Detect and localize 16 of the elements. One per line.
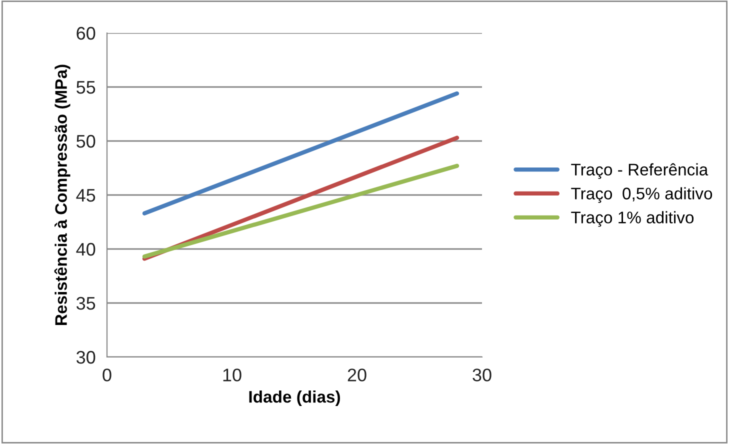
legend-label: Traço 0,5% aditivo	[571, 187, 712, 203]
x-tick-label: 10	[223, 368, 242, 382]
y-tick-label: 35	[76, 296, 96, 310]
y-axis-title: Resistência à Compressão (MPa)	[54, 64, 70, 325]
legend-label: Traço 1% aditivo	[571, 211, 694, 227]
y-tick-label: 40	[76, 242, 96, 256]
y-tick-label: 30	[76, 350, 96, 364]
y-tick-label: 60	[76, 26, 96, 40]
y-tick-label: 45	[76, 189, 96, 202]
x-tick-label: 20	[348, 368, 366, 382]
x-tick-label: 30	[472, 368, 492, 382]
legend-label: Traço - Referência	[571, 163, 708, 179]
x-tick-label: 0	[102, 368, 112, 382]
y-tick-label: 55	[76, 81, 96, 94]
y-tick-label: 50	[76, 134, 96, 148]
x-axis-title: Idade (dias)	[249, 390, 340, 406]
